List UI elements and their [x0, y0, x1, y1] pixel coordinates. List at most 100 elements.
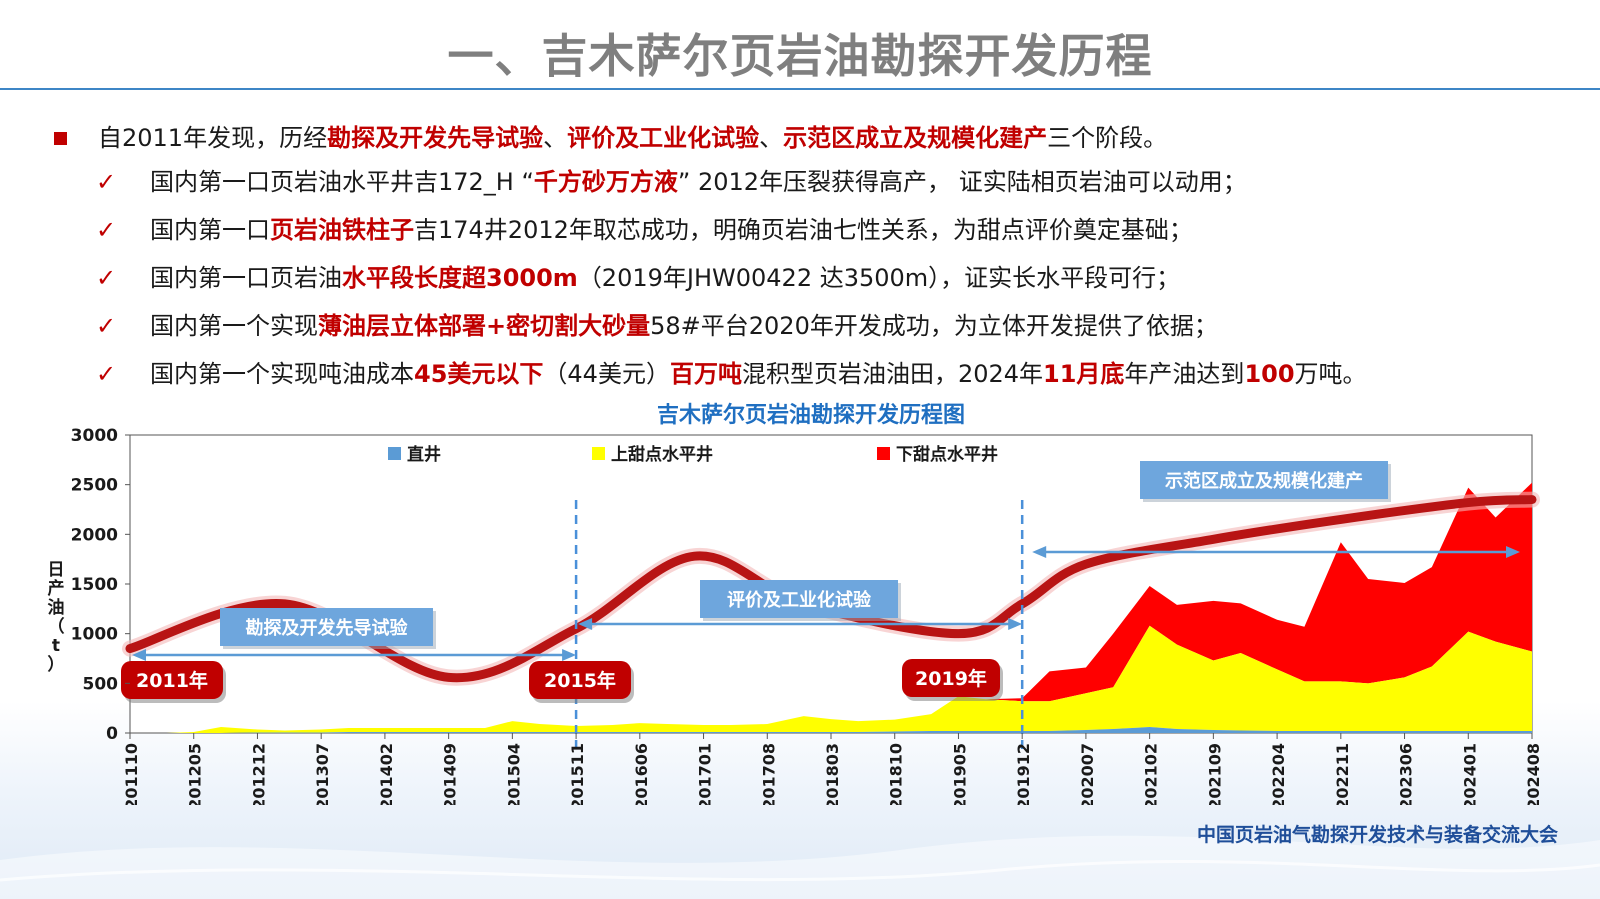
body-text: 、 — [759, 124, 784, 152]
x-tick-label: 201912 — [1014, 743, 1033, 805]
x-tick-label: 201701 — [696, 743, 715, 805]
emphasis-text: 100 — [1244, 360, 1295, 388]
body-text: 自2011年发现，历经 — [98, 124, 328, 152]
achievement-item: ✓ 国内第一个实现吨油成本45美元以下（44美元）百万吨混积型页岩油油田，2024… — [50, 350, 1580, 398]
title-rule — [0, 88, 1600, 90]
body-text: 万吨。 — [1294, 360, 1367, 388]
y-tick-label: 0 — [106, 724, 118, 744]
emphasis-text: 11月底 — [1043, 360, 1125, 388]
stage-label-1: 勘探及开发先导试验 — [246, 617, 409, 639]
slide-title: 一、吉木萨尔页岩油勘探开发历程 — [447, 29, 1153, 83]
y-tick-label: 2500 — [71, 476, 118, 496]
achievement-item: ✓ 国内第一口页岩油铁柱子吉174井2012年取芯成功，明确页岩油七性关系，为甜点… — [50, 206, 1580, 254]
x-tick-label: 202204 — [1269, 743, 1288, 805]
achievement-item: ✓ 国内第一个实现薄油层立体部署+密切割大砂量58#平台2020年开发成功，为立体… — [50, 302, 1580, 350]
stage-label-3: 示范区成立及规模化建产 — [1165, 470, 1363, 492]
x-tick-label: 202109 — [1205, 743, 1224, 805]
y-tick-label: 3000 — [71, 426, 118, 446]
main-bullet: 自2011年发现，历经勘探及开发先导试验、评价及工业化试验、示范区成立及规模化建… — [50, 118, 1580, 158]
square-bullet-icon — [54, 132, 67, 145]
body-text: 三个阶段。 — [1047, 124, 1168, 152]
body-text: 年产油达到 — [1124, 360, 1245, 388]
y-tick-label: 1000 — [71, 625, 118, 645]
y-tick-label: 500 — [83, 674, 119, 694]
emphasis-text: 页岩油铁柱子 — [270, 216, 414, 244]
bullet-list: 自2011年发现，历经勘探及开发先导试验、评价及工业化试验、示范区成立及规模化建… — [50, 118, 1580, 398]
legend-label: 上甜点水平井 — [611, 444, 713, 465]
emphasis-text: 示范区成立及规模化建产 — [783, 124, 1048, 152]
footer-conference: 中国页岩油气勘探开发技术与装备交流大会 — [1196, 824, 1558, 846]
y-axis-label-char: t — [52, 636, 60, 656]
check-icon: ✓ — [96, 312, 117, 340]
stage3-arrow-head-left — [1032, 546, 1047, 558]
x-tick-label: 201409 — [441, 743, 460, 805]
x-tick-label: 202211 — [1333, 743, 1352, 805]
intro-text: 自2011年发现，历经勘探及开发先导试验、评价及工业化试验、示范区成立及规模化建… — [98, 124, 1167, 152]
x-tick-label: 202306 — [1397, 743, 1416, 805]
emphasis-text: 薄油层立体部署+密切割大砂量 — [318, 312, 651, 340]
stage-label-3-box — [1140, 461, 1388, 499]
y-axis-label-char: （ — [48, 616, 65, 637]
stage2-arrow-head-right — [1008, 618, 1023, 630]
emphasis-text: 评价及工业化试验 — [567, 124, 760, 152]
x-tick-label: 201810 — [887, 743, 906, 805]
stage-label-2-box — [700, 580, 898, 618]
x-tick-label: 201708 — [759, 743, 778, 805]
year-badge-2019-box — [902, 659, 1000, 697]
year-badge-2015: 2015年 — [544, 669, 616, 692]
y-axis-label-char: 产 — [48, 578, 65, 599]
x-tick-label: 201606 — [632, 743, 651, 805]
emphasis-text: 千方砂万方液 — [533, 168, 678, 196]
x-tick-label: 201205 — [186, 743, 205, 805]
x-tick-label: 202102 — [1142, 743, 1161, 805]
emphasis-text: 水平段长度超3000m — [342, 264, 578, 292]
x-tick-label: 201402 — [377, 743, 396, 805]
legend-swatch — [877, 447, 890, 460]
body-text: 国内第一口 — [150, 216, 270, 244]
series-area-1 — [130, 625, 1532, 733]
x-tick-label: 201212 — [249, 743, 268, 805]
year-badge-2019: 2019年 — [915, 667, 987, 690]
x-tick-label: 202401 — [1460, 743, 1479, 805]
stage-label-1-box — [220, 608, 433, 646]
achievement-item: ✓ 国内第一口页岩油水平井吉172_H “千方砂万方液” 2012年压裂获得高产，… — [50, 158, 1580, 206]
legend-swatch — [388, 447, 401, 460]
x-tick-label: 201905 — [950, 743, 969, 805]
achievement-text: 国内第一个实现薄油层立体部署+密切割大砂量58#平台2020年开发成功，为立体开… — [150, 312, 1218, 340]
x-tick-label: 201504 — [504, 743, 523, 805]
body-text: 混积型页岩油油田，2024年 — [741, 360, 1044, 388]
stage1-arrow-head-right — [562, 649, 577, 661]
y-axis-label-char: 油 — [48, 597, 65, 618]
emphasis-text: 勘探及开发先导试验 — [327, 124, 544, 152]
y-tick-label: 2000 — [71, 525, 118, 545]
body-text: 国内第一口页岩油 — [150, 264, 342, 292]
series-area-0 — [130, 727, 1532, 733]
stage1-arrow-head-left — [132, 649, 146, 661]
achievement-text: 国内第一口页岩油水平井吉172_H “千方砂万方液” 2012年压裂获得高产， … — [150, 168, 1247, 196]
body-text: ” 2012年压裂获得高产， 证实陆相页岩油可以动用； — [677, 168, 1247, 196]
background-swoosh — [0, 835, 1600, 899]
year-badge-2011: 2011年 — [136, 669, 208, 692]
y-axis-label: 日产油（t） — [48, 560, 65, 675]
body-text: （2019年JHW00422 达3500m），证实长水平段可行； — [577, 264, 1181, 292]
achievement-text: 国内第一口页岩油铁柱子吉174井2012年取芯成功，明确页岩油七性关系，为甜点评… — [150, 216, 1193, 244]
body-text: 、 — [543, 124, 568, 152]
body-text: 国内第一个实现吨油成本 — [150, 360, 414, 388]
legend-label: 直井 — [407, 444, 441, 465]
legend-label: 下甜点水平井 — [896, 444, 998, 465]
x-tick-label: 201307 — [313, 743, 332, 805]
x-tick-label: 201110 — [122, 743, 141, 805]
y-axis-label-char: 日 — [48, 560, 65, 580]
y-tick-label: 1500 — [71, 575, 118, 595]
check-icon: ✓ — [96, 360, 117, 388]
year-badge-2015-box — [529, 661, 631, 699]
stage3-arrow-head-right — [1506, 546, 1520, 558]
check-icon: ✓ — [96, 168, 117, 196]
achievement-item: ✓ 国内第一口页岩油水平段长度超3000m（2019年JHW00422 达3500… — [50, 254, 1580, 302]
y-axis-label-char: ） — [48, 654, 65, 675]
emphasis-text: 45美元以下 — [414, 360, 544, 388]
body-text: 吉174井2012年取芯成功，明确页岩油七性关系，为甜点评价奠定基础； — [414, 216, 1193, 244]
body-text: 58#平台2020年开发成功，为立体开发提供了依据； — [650, 312, 1218, 340]
legend-swatch — [592, 447, 605, 460]
